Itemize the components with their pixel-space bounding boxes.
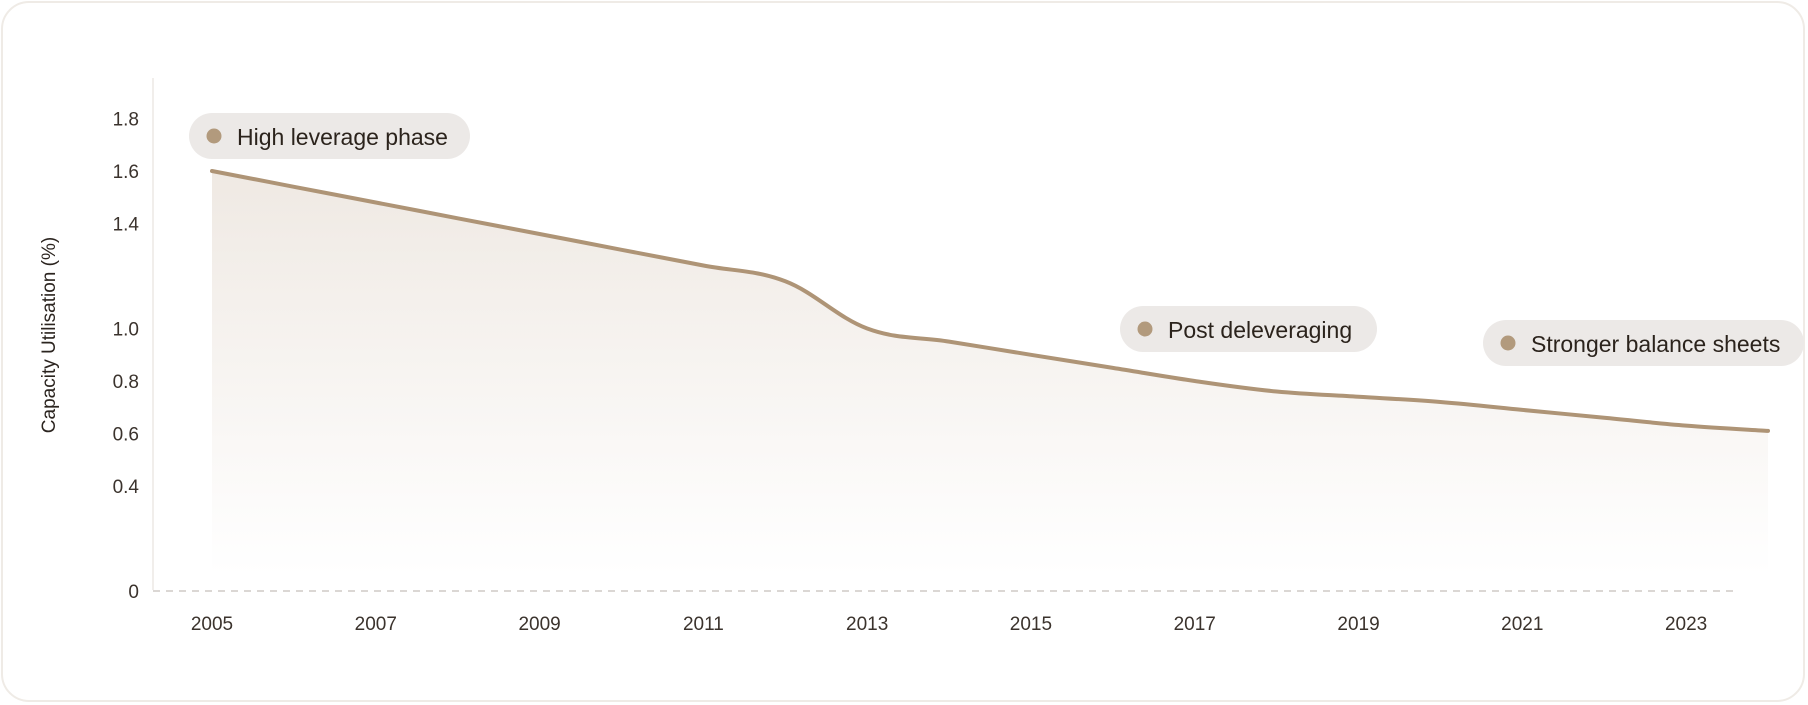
annotation-stronger-balance-sheets: Stronger balance sheets: [1483, 320, 1804, 366]
x-tick-label: 2007: [355, 614, 397, 635]
x-tick-label: 2013: [846, 614, 888, 635]
annotation-dot: [1500, 335, 1516, 351]
y-tick-labels: 0 0.4 0.6 0.8 1.0 1.4 1.6 1.8: [113, 110, 140, 604]
annotation-dot: [206, 128, 222, 144]
series-line: [210, 169, 1770, 433]
y-tick-label: 1.4: [113, 215, 140, 236]
x-tick-label: 2015: [1010, 614, 1052, 635]
y-tick-label: 0.8: [113, 372, 139, 393]
annotation-dot: [1137, 321, 1153, 337]
y-tick-label: 1.8: [113, 110, 139, 131]
svg-text:Stronger balance sheets: Stronger balance sheets: [1531, 331, 1780, 357]
y-tick-label: 0.6: [113, 425, 139, 446]
x-tick-label: 2005: [191, 614, 233, 635]
y-tick-label: 1.0: [113, 320, 139, 341]
annotation-high-leverage: High leverage phase: [189, 113, 470, 159]
x-tick-label: 2023: [1665, 614, 1707, 635]
x-tick-label: 2021: [1501, 614, 1543, 635]
x-tick-label: 2009: [518, 614, 560, 635]
y-axis-label: Capacity Utilisation (%): [39, 237, 60, 433]
svg-text:Post deleveraging: Post deleveraging: [1168, 317, 1352, 343]
y-tick-label: 0: [128, 582, 139, 603]
x-tick-label: 2019: [1337, 614, 1379, 635]
area-fill: [212, 171, 1768, 575]
y-tick-label: 1.6: [113, 162, 139, 183]
svg-text:High leverage phase: High leverage phase: [237, 124, 448, 150]
annotation-post-deleveraging: Post deleveraging: [1120, 306, 1377, 352]
x-tick-labels: 2005 2007 2009 2011 2013 2015 2017 2019 2021 2023: [191, 614, 1707, 635]
x-tick-label: 2011: [683, 614, 724, 635]
x-tick-label: 2017: [1174, 614, 1216, 635]
y-tick-label: 0.4: [113, 477, 140, 498]
